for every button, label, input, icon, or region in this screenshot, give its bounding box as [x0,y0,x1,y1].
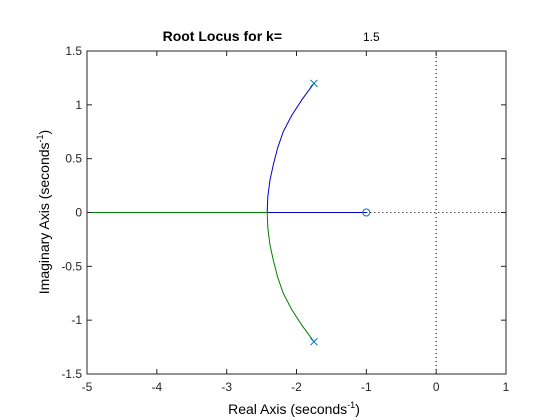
tick-layer: -5 -4 -3 -2 -1 0 1 -1.5 -1 -0.5 0 0.5 1 1.5 [61,44,509,394]
x-tick-label: -4 [151,380,162,394]
pole-marker-stroke [310,337,318,346]
y-tick-label: -0.5 [61,259,82,273]
chart-title-value: 1.5 [363,30,380,44]
locus-branch-2 [87,212,315,342]
x-tick-label: 0 [433,380,440,394]
plot-frame [86,50,507,375]
x-tick-label: -2 [291,380,302,394]
pole-marker-stroke [310,79,318,88]
zero-marker [362,208,371,217]
y-tick-label: 0 [75,206,82,220]
x-tick-label: -1 [361,380,372,394]
x-tick-label: -3 [221,380,232,394]
chart-title: Root Locus for k= [163,28,282,44]
x-tick-label: 1 [503,380,510,394]
x-axis-label: Real Axis (seconds-1) [228,400,360,417]
y-tick-label: 0.5 [65,152,82,166]
y-tick-label: -1 [71,313,82,327]
pole-marker [310,79,318,88]
y-axis-label: Imaginary Axis (seconds-1) [35,130,52,294]
series-layer [87,83,367,342]
x-tick-label: -5 [82,380,93,394]
reference-lines [366,51,506,374]
y-tick-label: -1.5 [61,367,82,381]
y-tick-label: 1.5 [65,44,82,58]
y-tick-label: 1 [75,98,82,112]
locus-branch-1 [266,83,367,213]
pole-marker [310,337,318,346]
marker-layer [310,79,371,346]
